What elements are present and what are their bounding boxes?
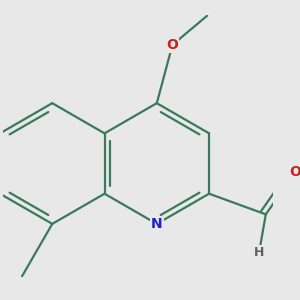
Text: N: N: [151, 217, 163, 231]
Text: O: O: [289, 165, 300, 179]
Text: H: H: [254, 247, 264, 260]
Text: O: O: [167, 38, 178, 52]
